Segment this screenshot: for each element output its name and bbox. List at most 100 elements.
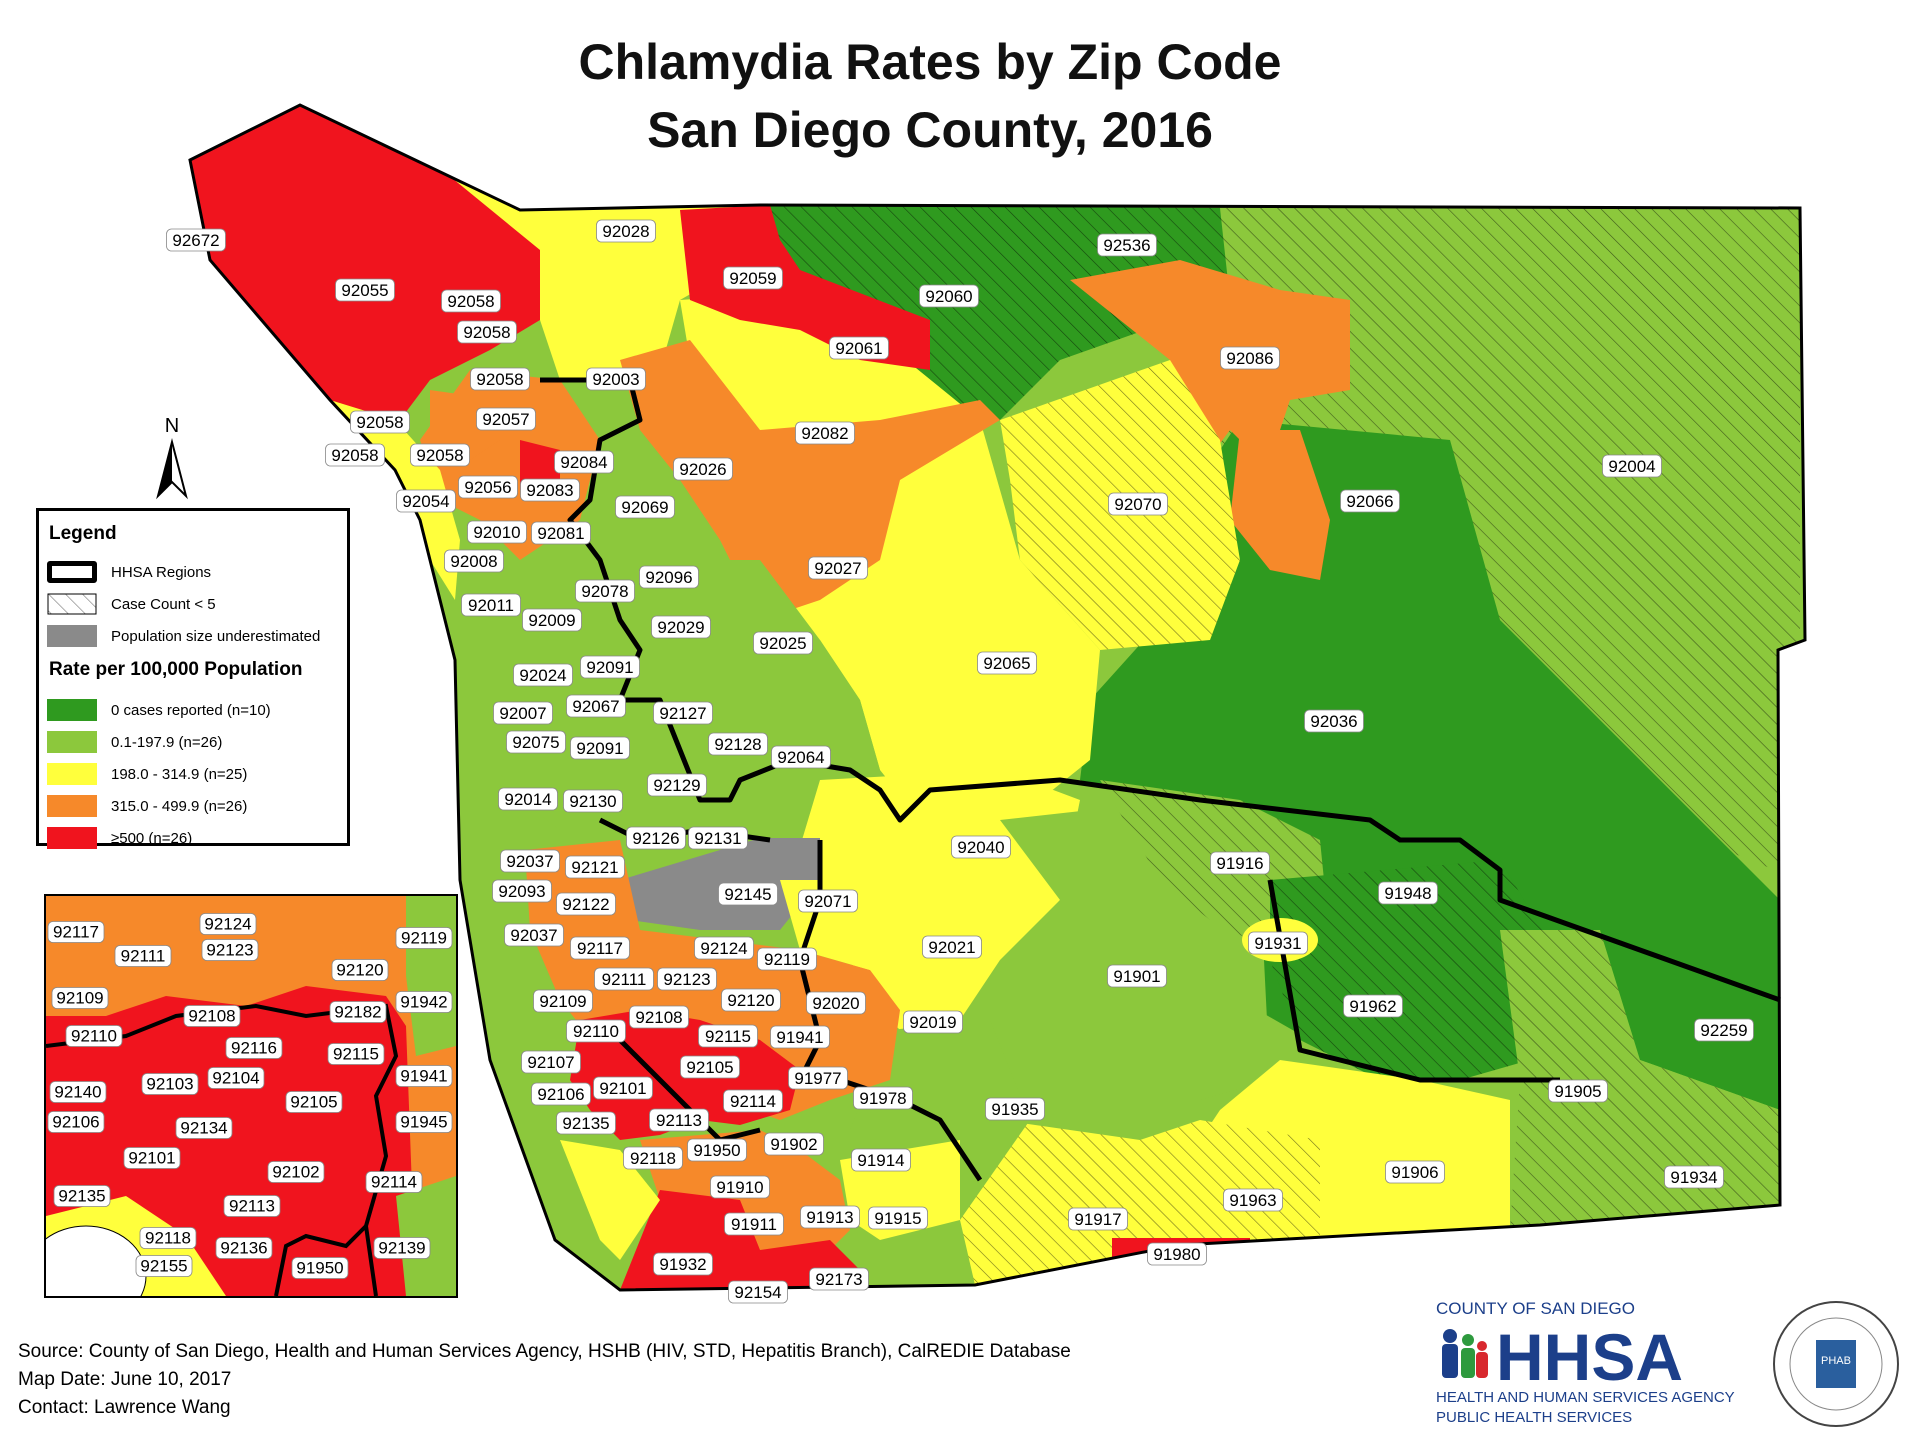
svg-text:92114: 92114 (730, 1092, 776, 1111)
zip-label: 91978 (853, 1086, 913, 1110)
north-label: N (165, 415, 179, 437)
zip-label: 92672 (166, 228, 226, 252)
zip-label: 92083 (520, 478, 580, 502)
legend-rate-title: Rate per 100,000 Population (49, 659, 303, 680)
svg-text:92182: 92182 (334, 1003, 381, 1022)
zip-label: 92057 (476, 407, 536, 431)
zip-label: 92058 (457, 320, 517, 344)
svg-text:92058: 92058 (356, 413, 403, 432)
svg-text:92007: 92007 (499, 704, 546, 723)
zip-label: 92058 (441, 289, 501, 313)
zip-label: 92028 (596, 219, 656, 243)
zip-label: 92105 (680, 1055, 740, 1079)
svg-text:91906: 91906 (1391, 1163, 1438, 1182)
zip-label: 92093 (492, 879, 552, 903)
svg-text:92078: 92078 (581, 582, 628, 601)
region-swatch (47, 561, 97, 583)
svg-text:92103: 92103 (146, 1075, 193, 1094)
svg-text:92057: 92057 (482, 410, 529, 429)
legend-class-swatch (47, 827, 97, 849)
zip-label: 92119 (395, 927, 453, 949)
legend-class-swatch (47, 795, 97, 817)
svg-text:92672: 92672 (172, 231, 219, 250)
zip-label: 92025 (753, 631, 813, 655)
zip-label: 92060 (919, 284, 979, 308)
svg-text:92101: 92101 (599, 1079, 646, 1098)
svg-text:91962: 91962 (1349, 997, 1396, 1016)
north-arrow-shade (158, 442, 172, 496)
zip-label: 92020 (806, 991, 866, 1015)
legend-class-label: 315.0 - 499.9 (n=26) (111, 797, 248, 815)
zip-label: 91977 (788, 1066, 848, 1090)
svg-text:92104: 92104 (212, 1069, 259, 1088)
zip-label: 92104 (207, 1067, 265, 1089)
title-line-2: San Diego County, 2016 (647, 102, 1213, 158)
svg-text:92109: 92109 (56, 989, 103, 1008)
logo-agency: HEALTH AND HUMAN SERVICES AGENCY (1436, 1389, 1735, 1406)
zip-label: 92064 (771, 745, 831, 769)
legend-class: 198.0 - 314.9 (n=25) (47, 761, 247, 787)
svg-text:92026: 92026 (679, 460, 726, 479)
zip-label: 92021 (922, 935, 982, 959)
zip-label: 92121 (565, 855, 625, 879)
svg-text:92140: 92140 (54, 1083, 101, 1102)
svg-text:92056: 92056 (464, 478, 511, 497)
svg-text:91942: 91942 (400, 993, 447, 1012)
zip-label: 92131 (688, 826, 748, 850)
svg-text:92075: 92075 (512, 733, 559, 752)
zip-label: 92117 (47, 921, 105, 943)
logo-county: COUNTY OF SAN DIEGO (1436, 1299, 1635, 1318)
svg-text:91913: 91913 (806, 1208, 853, 1227)
zip-label: 92040 (951, 835, 1011, 859)
svg-text:91980: 91980 (1153, 1245, 1200, 1264)
zip-label: 91962 (1343, 994, 1403, 1018)
svg-text:92115: 92115 (705, 1027, 751, 1046)
zip-label: 92111 (114, 945, 172, 967)
svg-text:92110: 92110 (71, 1027, 117, 1046)
zip-label: 92536 (1097, 233, 1157, 257)
svg-text:91932: 91932 (659, 1255, 706, 1274)
zip-label: 92058 (410, 443, 470, 467)
zip-label: 91915 (868, 1206, 928, 1230)
map-title: Chlamydia Rates by Zip Code San Diego Co… (0, 28, 1860, 164)
zip-label: 92081 (531, 521, 591, 545)
zip-label: 92123 (201, 939, 259, 961)
svg-text:92113: 92113 (656, 1111, 702, 1130)
zip-label: 92096 (639, 565, 699, 589)
svg-text:91950: 91950 (693, 1141, 740, 1160)
svg-text:91941: 91941 (400, 1067, 447, 1086)
zip-label: 92102 (267, 1161, 325, 1183)
legend-class-label: 0.1-197.9 (n=26) (111, 733, 223, 751)
svg-text:92127: 92127 (659, 704, 706, 723)
svg-text:92037: 92037 (510, 926, 557, 945)
logo-abbr: HHSA (1496, 1320, 1683, 1394)
zip-label: 92115 (327, 1043, 385, 1065)
svg-text:92136: 92136 (220, 1239, 267, 1258)
svg-text:92003: 92003 (592, 370, 639, 389)
svg-text:92037: 92037 (506, 852, 553, 871)
svg-text:92058: 92058 (476, 370, 523, 389)
svg-text:92010: 92010 (473, 523, 520, 542)
legend-label: Population size underestimated (111, 627, 321, 645)
legend: Legend HHSA Regions Case Count < 5 Popul… (36, 508, 350, 849)
svg-text:92110: 92110 (573, 1022, 619, 1041)
svg-text:92014: 92014 (504, 790, 551, 809)
zip-label: 92108 (183, 1005, 241, 1027)
legend-class: 0 cases reported (n=10) (47, 697, 271, 723)
zip-label: 92037 (504, 923, 564, 947)
svg-text:92059: 92059 (729, 269, 776, 288)
legend-class-label: ≥500 (n=26) (111, 829, 193, 847)
zip-label: 92058 (325, 443, 385, 467)
zip-label: 92135 (53, 1185, 111, 1207)
svg-text:92117: 92117 (53, 923, 99, 942)
svg-text:92054: 92054 (402, 492, 449, 511)
zip-label: 92145 (718, 882, 778, 906)
svg-text:92113: 92113 (229, 1197, 275, 1216)
svg-text:92058: 92058 (463, 323, 510, 342)
svg-text:92029: 92029 (657, 618, 704, 637)
zip-label: 91950 (291, 1257, 349, 1279)
svg-text:91977: 91977 (794, 1069, 841, 1088)
zip-label: 92139 (373, 1237, 431, 1259)
zip-label: 92154 (728, 1280, 788, 1304)
svg-text:92129: 92129 (653, 776, 700, 795)
